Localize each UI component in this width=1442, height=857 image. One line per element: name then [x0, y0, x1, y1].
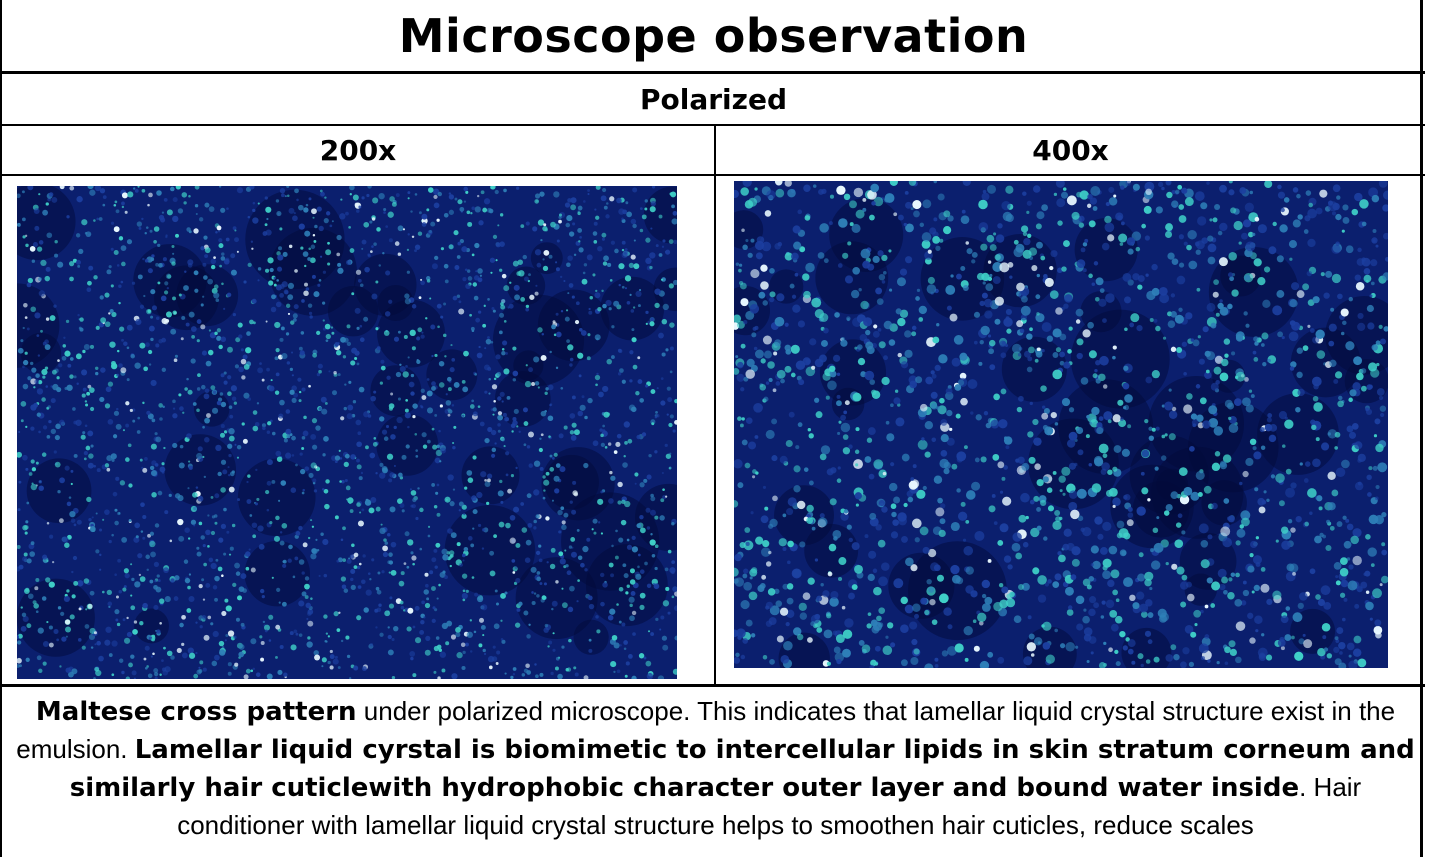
magnification-200x: 200x	[2, 126, 716, 174]
magnification-400x: 400x	[1032, 133, 1109, 167]
polarized-micrograph-400x-image	[734, 181, 1388, 668]
caption-bold-maltese: Maltese cross pattern	[35, 697, 357, 727]
caption-normal-2: . Hair conditioner with lamellar liquid …	[177, 772, 1362, 840]
subtitle-row: Polarized	[2, 74, 1425, 126]
caption-text: Maltese cross pattern under polarized mi…	[12, 693, 1419, 845]
title-row: Microscope observation	[2, 0, 1425, 74]
caption-bold-lamellar: Lamellar liquid cyrstal is biomimetic to…	[69, 735, 1415, 803]
page-title: Microscope observation	[398, 8, 1029, 63]
caption-normal-1: under polarized microscope. This indicat…	[16, 696, 1396, 764]
polarized-micrograph-200x-image	[17, 186, 677, 679]
magnification-row: 200x 400x	[2, 126, 1425, 176]
image-cell-200x	[2, 176, 716, 684]
image-row	[2, 176, 1425, 687]
image-cell-400x	[716, 176, 1425, 684]
caption-cell: Maltese cross pattern under polarized mi…	[2, 687, 1425, 857]
polarized-label: Polarized	[640, 82, 787, 116]
